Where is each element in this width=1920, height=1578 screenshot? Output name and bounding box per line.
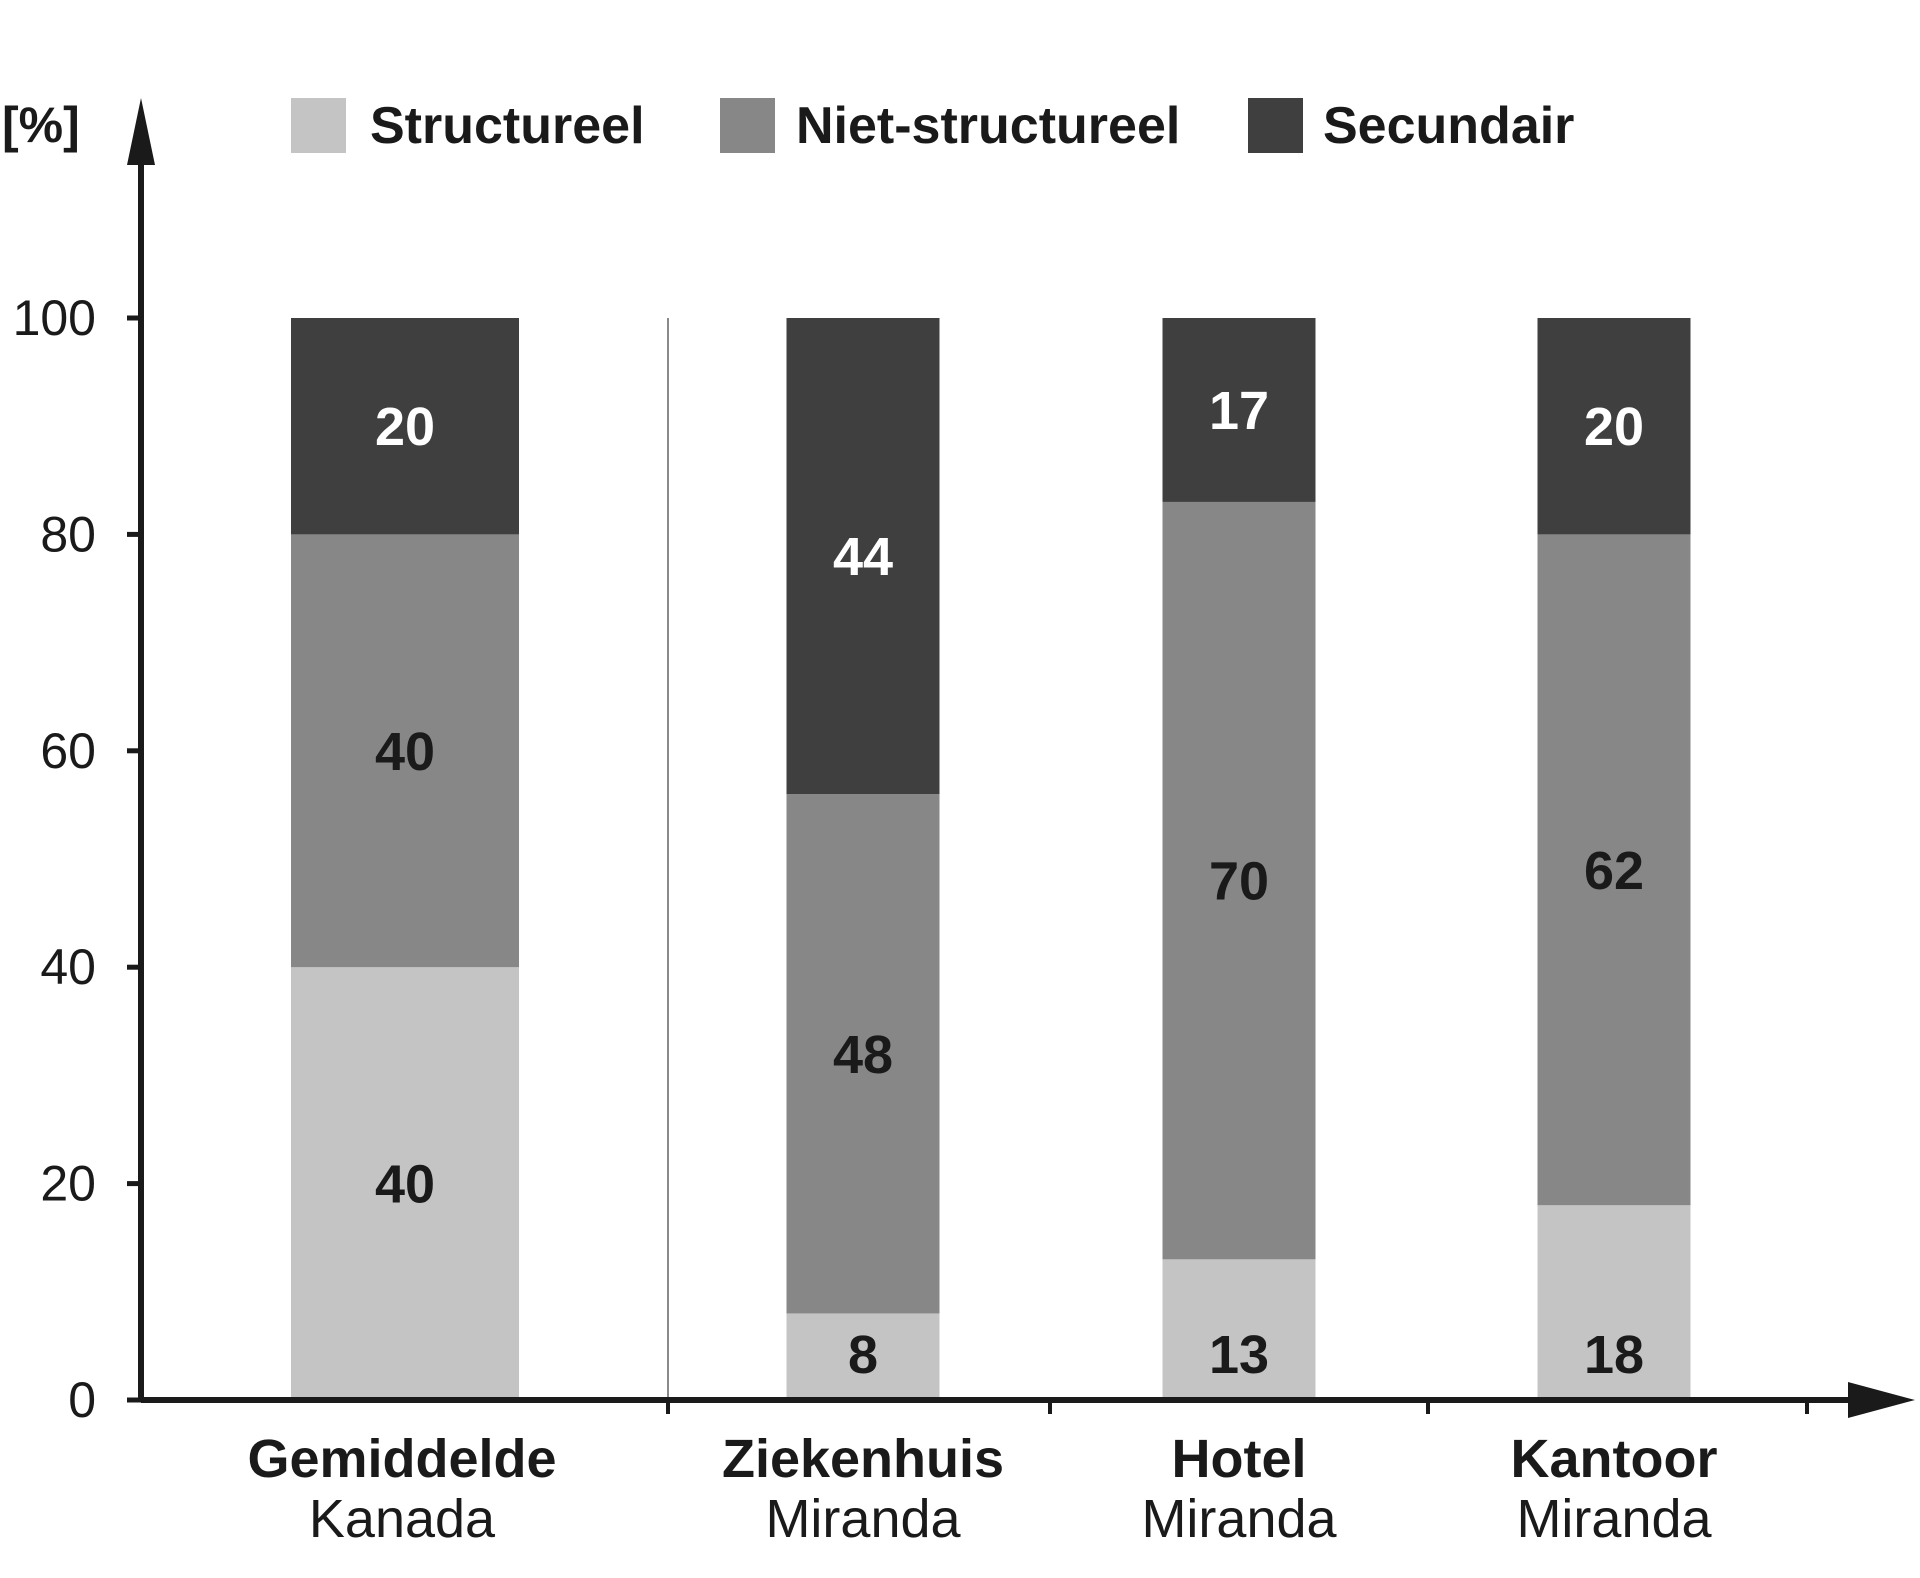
y-axis-label: [%] [2,97,80,153]
y-tick-label-80: 80 [40,506,96,562]
data-label-2-3: 44 [833,527,893,587]
category-sublabel-1: Kanada [309,1489,496,1549]
legend-swatch-2 [720,98,775,153]
bar-stacks [291,318,1691,1400]
data-label-4-1: 18 [1584,1325,1644,1385]
category-label-3: Hotel [1172,1429,1307,1489]
data-label-3-1: 13 [1209,1325,1269,1385]
bar-segment-1-1 [291,967,519,1400]
bar-segment-1-3 [291,318,519,535]
bar-segment-2-1 [786,1313,940,1400]
data-label-3-3: 17 [1209,381,1269,441]
data-label-1-3: 20 [375,397,435,457]
y-axis-arrow [127,98,155,165]
y-tick-label-40: 40 [40,939,96,995]
bar-segment-2-2 [786,794,940,1314]
axes [127,98,1915,1418]
category-sublabel-3: Miranda [1141,1489,1337,1549]
category-sublabel-4: Miranda [1516,1489,1712,1549]
category-label-1: Gemiddelde [247,1429,556,1489]
legend-swatch-1 [291,98,346,153]
y-tick-label-0: 0 [68,1372,96,1428]
bar-segment-4-2 [1537,534,1691,1206]
legend-label-3: Secundair [1323,97,1574,155]
segment-labels: 40 40 20 8 48 44 13 70 17 18 62 20 [375,381,1644,1385]
legend-label-1: Structureel [370,97,645,155]
bar-segment-3-3 [1162,318,1316,502]
legend-label-2: Niet-structureel [796,97,1180,155]
bar-segment-3-1 [1162,1259,1316,1400]
bar-segment-2-3 [786,318,940,795]
y-tick-label-100: 100 [13,290,96,346]
bar-segment-4-3 [1537,318,1691,535]
category-sublabel-2: Miranda [765,1489,961,1549]
data-label-1-1: 40 [375,1155,435,1215]
bar-segment-3-2 [1162,501,1316,1260]
legend-swatch-3 [1248,98,1303,153]
y-tick-label-60: 60 [40,723,96,779]
category-label-4: Kantoor [1511,1429,1718,1489]
data-label-4-3: 20 [1584,397,1644,457]
y-axis-ticks: 0 20 40 60 80 100 [13,290,141,1428]
data-label-1-2: 40 [375,722,435,782]
bar-segment-1-2 [291,534,519,968]
x-axis-arrow [1848,1382,1915,1418]
data-label-3-2: 70 [1209,852,1269,912]
data-label-2-2: 48 [833,1025,893,1085]
category-label-2: Ziekenhuis [722,1429,1004,1489]
legend: Structureel Niet-structureel Secundair [291,97,1574,155]
x-axis-labels: GemiddeldeKanadaZiekenhuisMirandaHotelMi… [247,1429,1717,1549]
y-tick-label-20: 20 [40,1156,96,1212]
data-label-4-2: 62 [1584,841,1644,901]
bar-segment-4-1 [1537,1205,1691,1400]
data-label-2-1: 8 [848,1325,878,1385]
